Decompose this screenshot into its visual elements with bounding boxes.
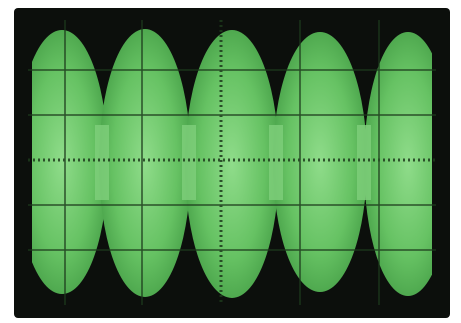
overlap-glow xyxy=(357,125,371,200)
overlap-glow xyxy=(269,125,283,200)
oscilloscope-photo xyxy=(0,0,461,323)
page xyxy=(0,0,461,323)
overlap-glow xyxy=(182,125,196,200)
overlap-glow xyxy=(95,125,109,200)
envelope-lobe xyxy=(99,29,191,297)
envelope-lobe xyxy=(273,32,367,292)
